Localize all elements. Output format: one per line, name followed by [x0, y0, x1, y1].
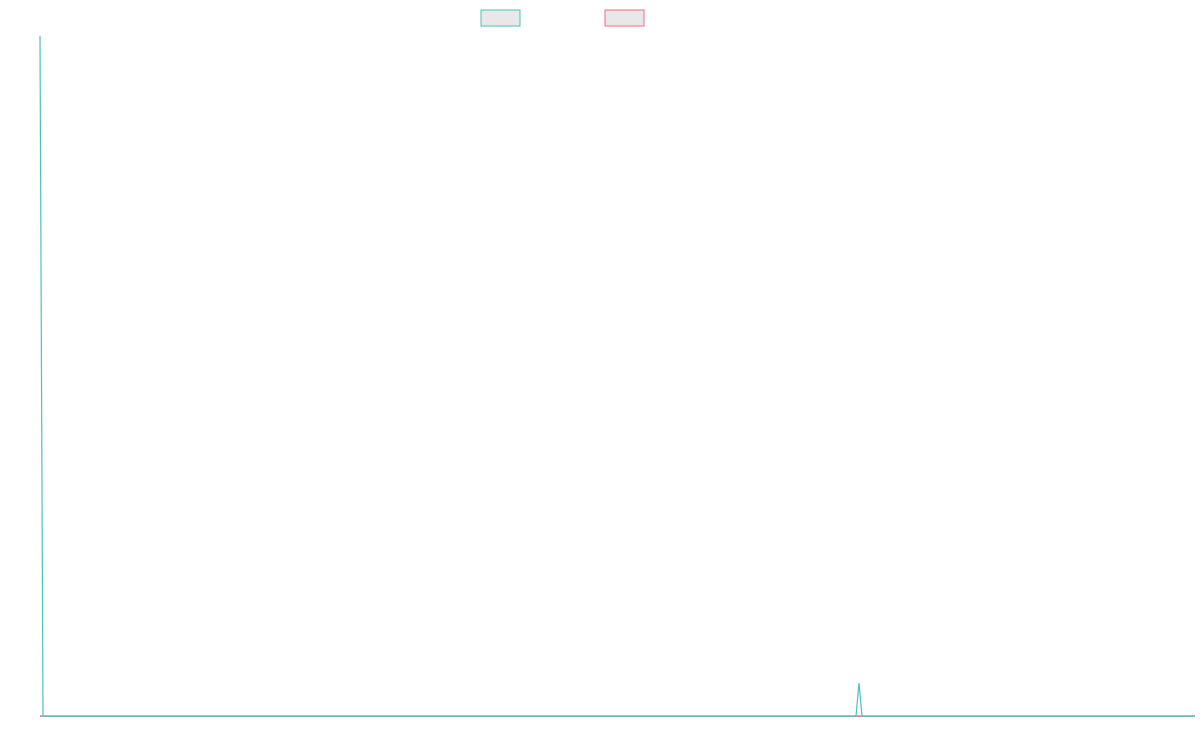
series-line — [39, 35, 1195, 717]
legend-swatch — [480, 9, 521, 27]
legend-swatch — [604, 9, 645, 27]
